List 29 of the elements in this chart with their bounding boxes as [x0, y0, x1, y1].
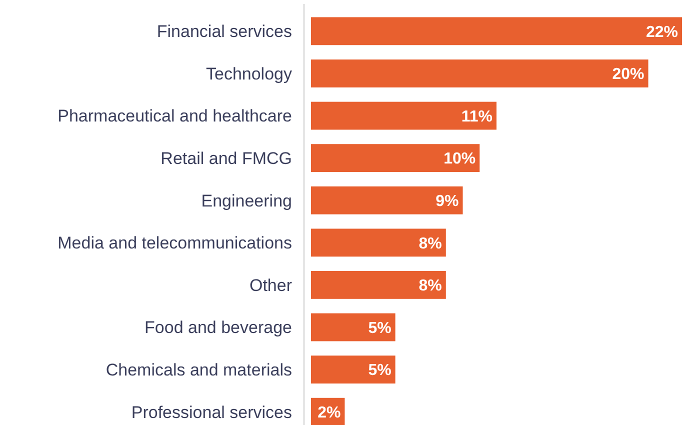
bar [311, 228, 446, 257]
y-tick-label: Professional services [131, 402, 292, 422]
data-label: 8% [418, 235, 442, 252]
data-label: 8% [418, 278, 442, 295]
bar [311, 313, 396, 342]
bar [311, 17, 682, 46]
data-label: 10% [444, 150, 476, 168]
bar [311, 186, 463, 214]
y-tick-label: Food and beverage [144, 318, 292, 338]
data-label: 2% [318, 404, 341, 422]
y-tick-label: Retail and FMCG [160, 149, 292, 168]
y-tick-label: Pharmaceutical and healthcare [58, 106, 292, 126]
data-label: 5% [368, 362, 392, 380]
bar [311, 270, 446, 299]
bar [311, 59, 648, 88]
bar [311, 356, 396, 384]
y-tick-label: Media and telecommunications [58, 234, 292, 253]
data-label: 20% [612, 66, 644, 84]
data-label: 22% [646, 24, 678, 41]
y-tick-label: Technology [206, 64, 292, 84]
bar [311, 102, 496, 130]
bar [311, 144, 480, 172]
data-label: 11% [461, 108, 492, 126]
y-tick-label: Chemicals and materials [106, 360, 292, 380]
y-tick-label: Financial services [156, 22, 292, 42]
data-label: 5% [368, 320, 392, 337]
y-tick-label: Other [249, 276, 292, 295]
data-label: 9% [436, 192, 459, 210]
y-tick-label: Engineering [201, 191, 292, 210]
